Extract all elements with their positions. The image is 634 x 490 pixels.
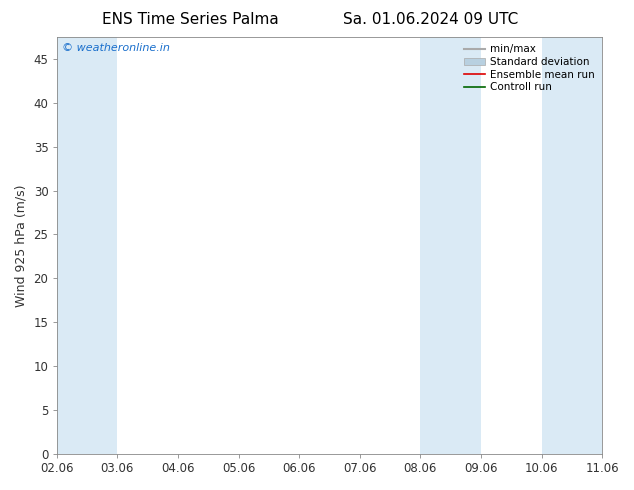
Y-axis label: Wind 925 hPa (m/s): Wind 925 hPa (m/s) — [15, 184, 28, 307]
Text: © weatheronline.in: © weatheronline.in — [62, 43, 170, 53]
Bar — [541, 37, 602, 454]
Bar — [633, 37, 634, 454]
Text: Sa. 01.06.2024 09 UTC: Sa. 01.06.2024 09 UTC — [344, 12, 519, 27]
Legend: min/max, Standard deviation, Ensemble mean run, Controll run: min/max, Standard deviation, Ensemble me… — [462, 42, 597, 94]
Text: ENS Time Series Palma: ENS Time Series Palma — [102, 12, 278, 27]
Bar — [420, 37, 481, 454]
Bar — [57, 37, 117, 454]
